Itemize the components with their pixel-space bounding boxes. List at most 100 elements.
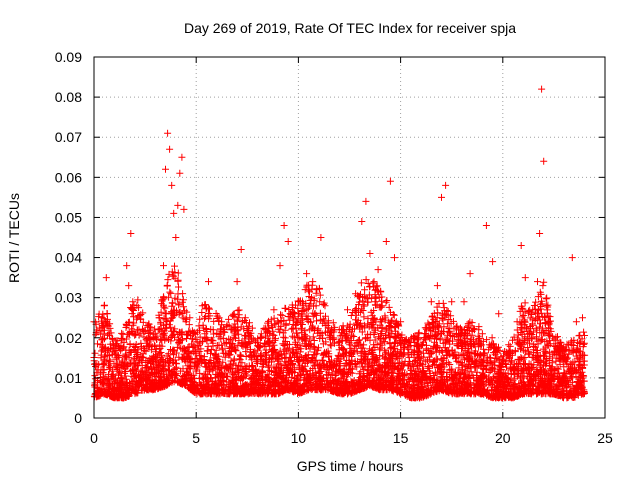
roti-point [262,326,270,334]
roti-point [174,201,182,209]
y-tick-label: 0.04 [55,250,82,266]
roti-point [270,306,278,314]
y-tick-label: 0.08 [55,89,82,105]
roti-point [540,157,548,165]
x-tick-label: 0 [90,430,98,446]
roti-point [317,234,325,241]
roti-point [135,374,143,382]
roti-point [501,382,509,390]
x-tick-label: 25 [597,430,613,446]
roti-point [478,330,486,338]
roti-point [205,278,212,286]
roti-point [391,254,398,262]
roti-point [198,302,206,310]
y-tick-label: 0.05 [55,209,82,225]
roti-point [577,370,584,378]
roti-point [466,270,474,278]
roti-point [438,193,445,201]
roti-point [352,290,360,298]
roti-point [119,378,127,386]
roti-point [421,334,429,342]
roti-point [442,181,450,189]
roti-point [254,342,261,350]
roti-point [223,350,231,358]
roti-point [448,298,456,306]
y-axis: 0 0.01 0.02 0.03 0.04 0.05 0.06 0.07 0.08 0.09 [55,49,605,426]
roti-point [460,298,468,306]
x-axis-label: GPS time / hours [297,458,404,474]
roti-point [358,218,366,225]
roti-point [162,165,169,173]
roti-point [123,262,131,270]
roti-point [133,302,141,310]
roti-point [170,209,178,217]
roti-point [327,342,335,350]
y-axis-label: ROTI / TECUs [6,193,22,283]
roti-point [229,370,237,378]
roti-point [366,250,374,257]
roti-point [534,278,541,286]
y-tick-label: 0 [74,410,82,426]
x-tick-label: 15 [393,430,409,446]
roti-point [106,382,114,390]
roti-point [100,302,108,310]
roti-point [211,362,219,370]
roti-point [139,350,147,358]
x-tick-label: 10 [291,430,307,446]
y-tick-label: 0.07 [55,129,82,145]
roti-point [160,262,167,270]
roti-point [536,230,544,237]
roti-point [454,342,462,350]
roti-point [378,302,386,310]
roti-point [335,326,343,334]
roti-point [321,302,329,310]
roti-point [143,370,151,378]
roti-point [313,286,321,294]
roti-point [166,145,174,153]
roti-point [572,318,580,326]
roti-point [178,153,186,161]
roti-point [544,342,552,350]
roti-point [125,282,133,290]
roti-point [182,318,190,326]
roti-point [94,366,102,374]
roti-point [102,274,110,282]
roti-point [147,358,155,366]
roti-point [579,314,586,322]
roti-point [374,266,382,274]
roti-point [370,278,378,286]
roti-point [180,205,188,213]
roti-point [115,370,122,378]
x-tick-label: 20 [495,430,511,446]
roti-point [276,262,284,270]
roti-point [538,85,546,93]
data-series-roti [90,85,589,402]
roti-point [280,222,288,229]
roti-point [362,197,370,205]
roti-point [507,366,515,374]
roti-point [482,222,490,229]
roti-point [525,370,533,378]
roti-point [241,314,249,322]
roti-point [556,378,564,386]
roti-point [568,254,576,262]
roti-point [110,386,118,394]
roti-point [104,346,112,354]
x-axis: 0 5 10 15 20 25 [90,57,613,446]
y-tick-label: 0.06 [55,169,82,185]
roti-point [176,169,184,177]
roti-point [309,278,317,286]
y-tick-label: 0.01 [55,370,82,386]
plot-area-border [93,56,606,419]
y-tick-label: 0.02 [55,330,82,346]
roti-point [472,338,480,346]
roti-point-cluster [90,269,588,402]
roti-point [237,246,245,253]
roti-point [413,378,421,386]
roti-point [172,234,180,241]
roti-point [521,274,529,282]
chart-title: Day 269 of 2019, Rate Of TEC Index for r… [184,20,516,36]
roti-point [151,330,159,338]
roti-point [155,314,163,322]
roti-point [96,378,104,386]
